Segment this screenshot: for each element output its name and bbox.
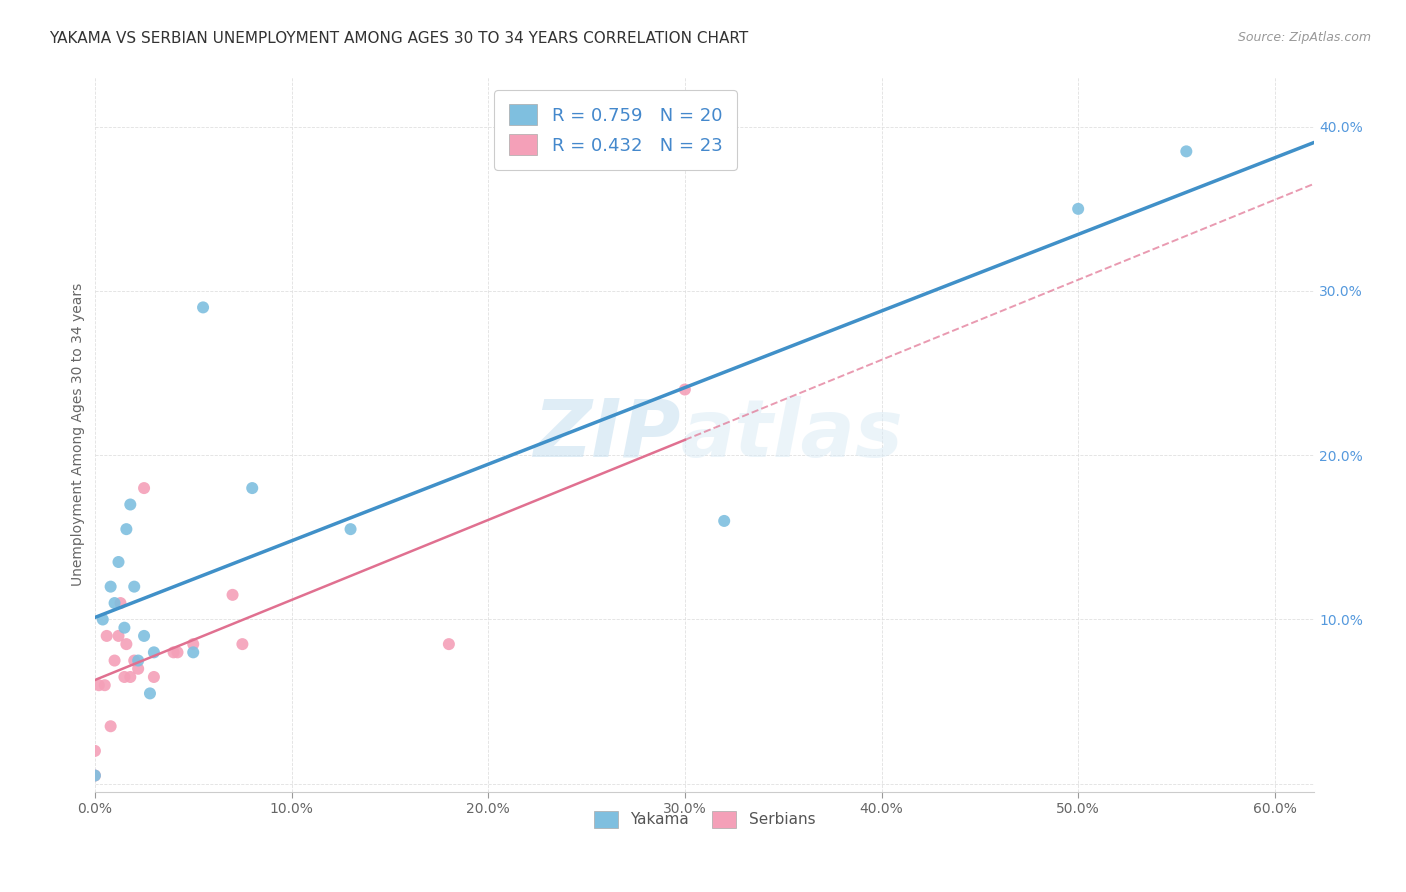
Point — [181, 645, 204, 659]
Point — [181, 637, 204, 651]
Point — [107, 629, 129, 643]
Text: YAKAMA VS SERBIAN UNEMPLOYMENT AMONG AGES 30 TO 34 YEARS CORRELATION CHART: YAKAMA VS SERBIAN UNEMPLOYMENT AMONG AGE… — [49, 31, 748, 46]
Point — [84, 768, 107, 782]
Point — [1175, 145, 1198, 159]
Point — [115, 522, 138, 536]
Point — [713, 514, 735, 528]
Point — [120, 498, 142, 512]
Point — [115, 637, 138, 651]
Point — [139, 686, 162, 700]
Point — [96, 629, 118, 643]
Point — [100, 719, 122, 733]
Point — [221, 588, 243, 602]
Point — [132, 481, 155, 495]
Point — [93, 678, 115, 692]
Point — [122, 580, 145, 594]
Point — [339, 522, 361, 536]
Point — [673, 383, 696, 397]
Point — [132, 629, 155, 643]
Point — [103, 654, 125, 668]
Point — [166, 645, 188, 659]
Point — [84, 768, 107, 782]
Point — [84, 744, 107, 758]
Point — [107, 555, 129, 569]
Point — [127, 654, 149, 668]
Legend: Yakama, Serbians: Yakama, Serbians — [588, 805, 821, 834]
Point — [1067, 202, 1090, 216]
Point — [112, 670, 135, 684]
Point — [437, 637, 460, 651]
Point — [103, 596, 125, 610]
Point — [100, 580, 122, 594]
Point — [231, 637, 253, 651]
Point — [142, 670, 165, 684]
Point — [112, 621, 135, 635]
Point — [240, 481, 263, 495]
Point — [162, 645, 184, 659]
Point — [87, 678, 110, 692]
Point — [142, 645, 165, 659]
Text: atlas: atlas — [681, 396, 903, 474]
Point — [91, 612, 114, 626]
Text: ZIP: ZIP — [533, 396, 681, 474]
Point — [110, 596, 132, 610]
Point — [120, 670, 142, 684]
Point — [122, 654, 145, 668]
Point — [191, 301, 214, 315]
Text: Source: ZipAtlas.com: Source: ZipAtlas.com — [1237, 31, 1371, 45]
Y-axis label: Unemployment Among Ages 30 to 34 years: Unemployment Among Ages 30 to 34 years — [72, 283, 86, 586]
Point — [127, 662, 149, 676]
